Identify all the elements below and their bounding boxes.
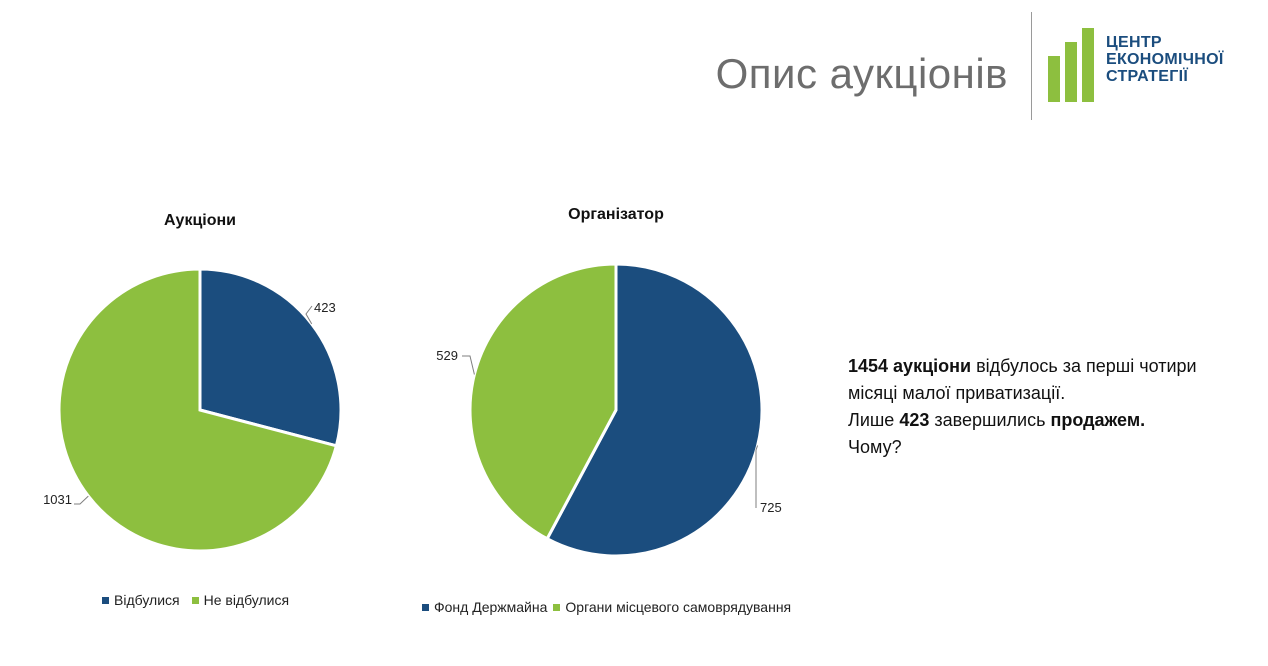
logo-bar-2: [1065, 42, 1077, 102]
summary-count-auctions: 1454 аукціони: [848, 356, 972, 376]
summary-sale: продажем.: [1050, 410, 1146, 430]
chart-2-title: Організатор: [568, 206, 664, 223]
pie-slice-2: [57, 267, 339, 553]
summary-text: 1454 аукціони відбулось за перші чотири …: [848, 353, 1248, 461]
leader-line-2: [462, 355, 475, 375]
summary-ended: завершились: [929, 410, 1051, 430]
legend-label-state-property-fund: Фонд Держмайна: [434, 599, 548, 615]
leader-line-2: [74, 495, 89, 505]
data-label-1: 725: [760, 500, 782, 515]
logo-bars-icon: [1048, 28, 1094, 102]
summary-only: Лише: [848, 410, 900, 430]
legend-swatch-blue: [102, 596, 109, 604]
legend-swatch-blue: [422, 603, 429, 611]
leader-line-1: [755, 445, 759, 508]
legend-label-not-held: Не відбулися: [203, 592, 290, 608]
logo-bar-3: [1082, 28, 1094, 102]
pie-slice-2: [468, 262, 618, 541]
logo-text: ЦЕНТР ЕКОНОМІЧНОЇ СТРАТЕГІЇ: [1106, 34, 1224, 85]
legend-label-local-government: Органи місцевого самоврядування: [565, 599, 792, 615]
leader-line-1: [305, 305, 313, 325]
header-divider: [1031, 12, 1032, 120]
data-label-1: 423: [314, 300, 336, 315]
logo-line-1: ЦЕНТР: [1106, 34, 1162, 51]
legend-item-held: Відбулися: [102, 592, 180, 608]
legend-label-held: Відбулися: [114, 592, 180, 608]
summary-line-1: відбулось за перші чотири місяці малої п…: [848, 356, 1197, 403]
pie-chart-organizer: 725 529: [436, 262, 782, 558]
logo-bar-1: [1048, 56, 1060, 102]
chart-1-title: Аукціони: [163, 212, 236, 229]
logo-line-3: СТРАТЕГІЇ: [1106, 68, 1189, 85]
legend-swatch-green: [553, 603, 561, 611]
legend-item-not-held: Не відбулися: [191, 592, 290, 608]
legend-item-local-government: Органи місцевого самоврядування: [553, 599, 791, 615]
summary-count-sold: 423: [899, 410, 930, 430]
slide-title: Опис аукціонів: [715, 50, 1008, 97]
summary-question: Чому?: [848, 437, 902, 457]
chart-2-legend: Фонд Держмайна Органи місцевого самовряд…: [422, 599, 803, 615]
legend-swatch-green: [191, 596, 199, 604]
logo-line-2: ЕКОНОМІЧНОЇ: [1106, 51, 1224, 68]
legend-item-state-property-fund: Фонд Держмайна: [422, 599, 547, 615]
data-label-2: 529: [436, 348, 458, 363]
data-label-2: 1031: [43, 492, 72, 507]
pie-chart-auctions: 423 1031: [43, 267, 343, 553]
chart-1-legend: Відбулися Не відбулися: [102, 592, 301, 608]
pie-slice-1: [545, 262, 764, 558]
